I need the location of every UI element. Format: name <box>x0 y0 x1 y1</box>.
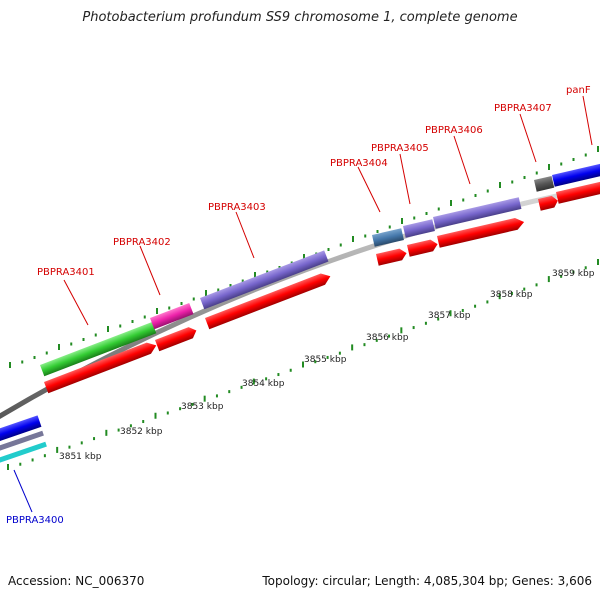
accession-text: Accession: NC_006370 <box>8 574 145 588</box>
label-PBPRA3402[interactable]: PBPRA3402 <box>113 237 171 248</box>
scale-label-3858: 3858 kbp <box>490 290 533 300</box>
gene-PBPRA3407[interactable] <box>534 175 555 192</box>
scale-label-3857: 3857 kbp <box>428 311 471 321</box>
inner-ticks <box>7 259 599 470</box>
gene-panF[interactable] <box>552 161 600 187</box>
gene-PBPRA3402[interactable] <box>150 302 194 330</box>
scale-label-3852: 3852 kbp <box>120 427 163 437</box>
label-PBPRA3400[interactable]: PBPRA3400 <box>6 515 64 526</box>
label-leader-PBPRA3400 <box>13 469 33 513</box>
scale-label-3851: 3851 kbp <box>59 452 102 462</box>
gene-PBPRA3405[interactable] <box>403 219 435 238</box>
cds-arrow[interactable] <box>556 178 600 204</box>
label-PBPRA3404[interactable]: PBPRA3404 <box>330 158 388 169</box>
gene-left-grey[interactable] <box>0 430 44 452</box>
label-PBPRA3407[interactable]: PBPRA3407 <box>494 103 552 114</box>
scale-label-3854: 3854 kbp <box>242 379 285 389</box>
scale-label-3856: 3856 kbp <box>366 333 409 343</box>
cds-arrow[interactable] <box>155 325 199 352</box>
label-PBPRA3401[interactable]: PBPRA3401 <box>37 267 95 278</box>
gene-PBPRA3403[interactable] <box>200 250 329 310</box>
map-title: Photobacterium profundum SS9 chromosome … <box>82 10 518 25</box>
scale-label-3859: 3859 kbp <box>552 269 595 279</box>
label-leaders <box>63 95 593 326</box>
cds-arrow[interactable] <box>538 195 559 211</box>
genome-summary-text: Topology: circular; Length: 4,085,304 bp… <box>262 574 592 588</box>
scale-label-3855: 3855 kbp <box>304 355 347 365</box>
cds-arrow[interactable] <box>407 238 439 257</box>
label-PBPRA3403[interactable]: PBPRA3403 <box>208 202 266 213</box>
cds-arrow[interactable] <box>205 271 333 330</box>
gene-PBPRA3400[interactable] <box>0 441 47 463</box>
cds-arrow[interactable] <box>437 216 525 248</box>
scale-label-3853: 3853 kbp <box>181 402 224 412</box>
gene-PBPRA3404[interactable] <box>372 228 404 247</box>
gene-PBPRA3406[interactable] <box>433 197 522 229</box>
outer-ticks <box>9 146 599 368</box>
gene-left-blue[interactable] <box>0 415 42 442</box>
label-PBPRA3406[interactable]: PBPRA3406 <box>425 125 483 136</box>
gene-PBPRA3401[interactable] <box>40 321 157 377</box>
label-panF[interactable]: panF <box>566 85 591 96</box>
cds-arrow[interactable] <box>376 247 408 266</box>
cds-arrow[interactable] <box>44 340 158 394</box>
label-PBPRA3405[interactable]: PBPRA3405 <box>371 143 429 154</box>
